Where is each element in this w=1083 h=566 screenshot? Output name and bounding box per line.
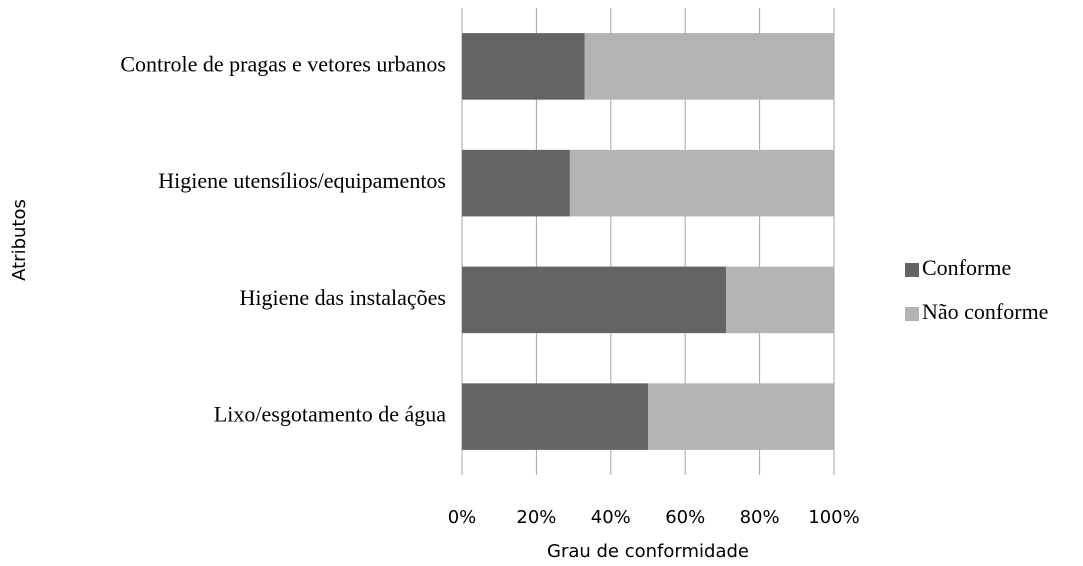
bar-segment xyxy=(462,149,570,217)
legend-label: Conforme xyxy=(922,255,1011,280)
legend-swatch xyxy=(905,307,919,321)
x-tick-label: 80% xyxy=(740,507,780,528)
y-axis-title: Atributos xyxy=(9,199,30,281)
y-tick-label: Higiene utensílios/equipamentos xyxy=(158,168,446,193)
y-tick-label: Higiene das instalações xyxy=(240,285,447,310)
x-tick-label: 60% xyxy=(665,507,705,528)
bar-segment xyxy=(569,149,834,217)
legend-label: Não conforme xyxy=(922,299,1048,324)
bar-segment xyxy=(462,383,648,450)
y-tick-label: Lixo/esgotamento de água xyxy=(214,402,446,427)
x-tick-label: 40% xyxy=(591,507,631,528)
x-tick-label: 0% xyxy=(448,507,477,528)
bar-segment xyxy=(726,266,834,334)
bar-segment xyxy=(584,33,834,100)
bar-segment xyxy=(648,383,834,450)
x-tick-label: 20% xyxy=(516,507,556,528)
x-tick-label: 100% xyxy=(808,507,859,528)
x-axis-title: Grau de conformidade xyxy=(547,541,749,562)
bar-segment xyxy=(462,33,585,100)
bar-segment xyxy=(462,266,727,334)
legend-swatch xyxy=(905,263,919,277)
y-tick-label: Controle de pragas e vetores urbanos xyxy=(120,51,446,76)
